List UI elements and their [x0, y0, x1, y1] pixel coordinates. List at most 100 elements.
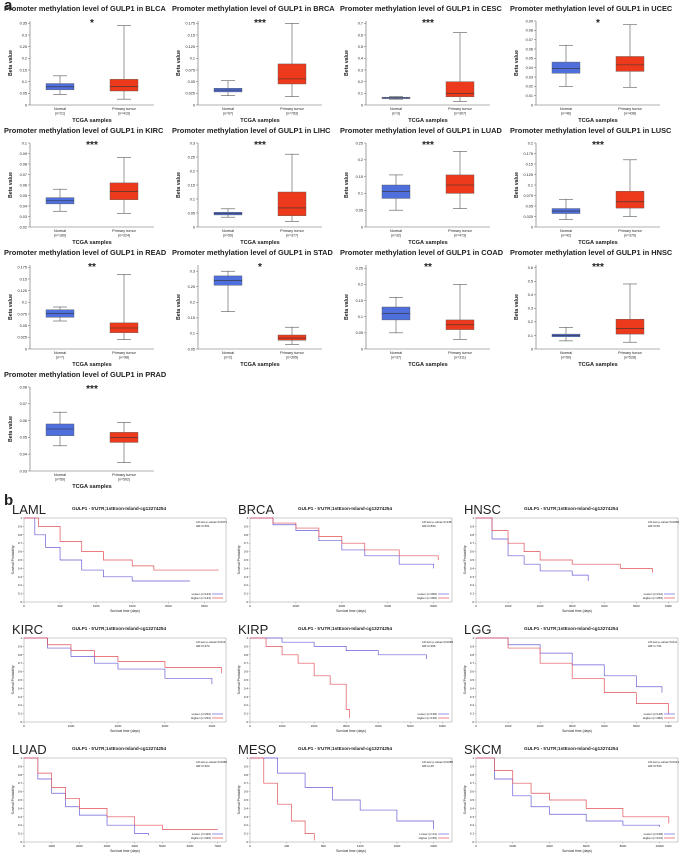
- legend-lower: Lower (n=138): [418, 712, 437, 716]
- normal-count: (n=50): [55, 478, 66, 482]
- x-axis-label: TCGA samples: [72, 484, 112, 490]
- boxplot-blca: Promoter methylation level of GULP1 in B…: [4, 4, 172, 129]
- boxplot-ucec: Promoter methylation level of GULP1 in U…: [510, 4, 678, 129]
- y-tick-label: 0.8: [244, 533, 249, 537]
- x-axis-label: TCGA samples: [240, 362, 280, 368]
- tumor-count: (n=783): [286, 112, 299, 116]
- y-tick-label: 0.06: [526, 47, 533, 51]
- x-axis-label: Survival time (days): [336, 849, 366, 853]
- logrank-pvalue: LR test p-value=0.0071: [196, 520, 227, 524]
- y-tick-label: 0.15: [526, 162, 533, 166]
- y-tick-label: 0.5: [528, 280, 533, 284]
- boxplot-title: Promoter methylation level of GULP1 in P…: [4, 370, 167, 379]
- normal-label: Normal: [560, 107, 572, 111]
- hazard-ratio: HR=0.834: [422, 524, 436, 528]
- x-tick-label: 2500: [201, 604, 208, 608]
- y-tick-label: 0: [531, 225, 533, 229]
- normal-box: [381, 297, 411, 334]
- normal-label: Normal: [222, 229, 234, 233]
- x-tick-label: 0: [475, 724, 477, 728]
- tumor-label: Primary tumor: [112, 473, 137, 477]
- y-tick-label: 0.25: [188, 285, 195, 289]
- legend-higher: Higher (n=136): [417, 716, 437, 720]
- boxplot-stad: Promoter methylation level of GULP1 in S…: [172, 248, 340, 373]
- y-tick-label: 0.4: [528, 293, 533, 297]
- y-axis-label: Beta value: [176, 294, 182, 320]
- cancer-type-label: KIRP: [238, 622, 269, 637]
- survival-curve-higher: [476, 637, 669, 714]
- hazard-ratio: HR=0.524: [196, 764, 210, 768]
- y-tick-label: 0.2: [358, 158, 363, 162]
- survival-curve-lower: [24, 637, 213, 685]
- y-tick-label: 0.05: [188, 347, 195, 351]
- significance-mark: *: [596, 18, 600, 29]
- normal-box: [551, 327, 581, 342]
- y-tick-label: 0.1: [470, 712, 475, 716]
- y-tick-label: 0.125: [185, 45, 195, 49]
- probe-title: GULP1 - 5'UTR;1stExon-Island-cg13274254: [72, 626, 167, 631]
- y-axis-label: Survival Probability: [463, 665, 467, 694]
- x-tick-label: 0: [23, 724, 25, 728]
- normal-count: (n=46): [561, 112, 572, 116]
- y-tick-label: 0.4: [358, 57, 363, 61]
- y-axis-label: Survival Probability: [237, 545, 241, 574]
- plot-frame: [249, 517, 453, 603]
- probe-title: GULP1 - 5'UTR;1stExon-Island-cg13274254: [72, 746, 167, 751]
- y-tick-label: 0: [472, 840, 474, 844]
- normal-label: Normal: [222, 351, 234, 355]
- y-tick-label: 0.09: [20, 152, 27, 156]
- y-tick-label: 0.075: [17, 312, 27, 316]
- y-tick-label: 0.4: [244, 566, 249, 570]
- y-axis-label: Beta value: [8, 50, 14, 76]
- y-tick-label: 0.8: [18, 653, 23, 657]
- y-tick-label: 0.1: [22, 141, 27, 145]
- y-tick-label: 0.8: [244, 653, 249, 657]
- y-tick-label: 0: [531, 103, 533, 107]
- y-tick-label: 0.03: [20, 215, 27, 219]
- normal-count: (n=21): [55, 112, 66, 116]
- survival-lgg: LGG GULP1 - 5'UTR;1stExon-Island-cg132742…: [462, 622, 685, 743]
- logrank-pvalue: LR test p-value=0.0013: [648, 760, 679, 764]
- y-tick-label: 1: [20, 756, 22, 760]
- y-tick-label: 0.07: [20, 173, 27, 177]
- panel-label-b: b: [4, 492, 14, 509]
- x-tick-label: 0: [475, 604, 477, 608]
- normal-count: (n=3): [392, 112, 401, 116]
- normal-box: [551, 198, 581, 220]
- survival-curve-higher: [476, 517, 653, 573]
- x-tick-label: 500: [58, 604, 63, 608]
- y-tick-label: 1: [246, 516, 248, 520]
- y-tick-label: 1: [472, 516, 474, 520]
- boxplot-title: Promoter methylation level of GULP1 in L…: [510, 126, 672, 135]
- y-tick-label: 0.3: [190, 141, 195, 145]
- y-tick-label: 0.05: [356, 331, 363, 335]
- y-tick-label: 0.2: [190, 169, 195, 173]
- logrank-pvalue: LR test p-value=0.014: [196, 640, 226, 644]
- y-tick-label: 0.1: [190, 57, 195, 61]
- y-tick-label: 0.8: [18, 773, 23, 777]
- significance-mark: *: [258, 262, 262, 273]
- x-tick-label: 3000: [162, 724, 169, 728]
- x-tick-label: 5000: [407, 724, 414, 728]
- x-axis-label: TCGA samples: [72, 362, 112, 368]
- survival-svg: 00.10.20.30.40.50.60.70.80.910 1000 2000 30…: [11, 756, 227, 853]
- y-tick-label: 0.2: [470, 703, 475, 707]
- tumor-count: (n=311): [454, 356, 466, 360]
- y-axis-label: Beta value: [8, 416, 14, 442]
- significance-mark: ***: [86, 140, 98, 151]
- boxplot-coad: Promoter methylation level of GULP1 in C…: [340, 248, 508, 373]
- x-tick-label: 1000: [68, 724, 75, 728]
- probe-title: GULP1 - 5'UTR;1stExon-Island-cg13274254: [524, 506, 619, 511]
- y-axis-label: Beta value: [514, 294, 520, 320]
- x-tick-label: 4000: [601, 724, 608, 728]
- probe-title: GULP1 - 5'UTR;1stExon-Island-cg13274254: [298, 626, 393, 631]
- y-tick-label: 0.8: [18, 533, 23, 537]
- y-axis-label: Survival Probability: [463, 785, 467, 814]
- y-tick-label: 0.025: [523, 215, 533, 219]
- tumor-box: [445, 151, 475, 209]
- y-tick-label: 0.2: [358, 80, 363, 84]
- tumor-box: [109, 274, 139, 340]
- normal-label: Normal: [560, 351, 572, 355]
- legend-lower: Lower (n=198): [644, 832, 663, 836]
